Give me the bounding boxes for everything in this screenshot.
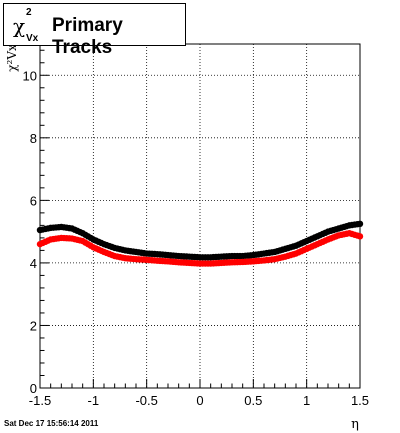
y-tick-label: 10 — [23, 68, 37, 83]
y-tick-label: 0 — [30, 381, 37, 396]
data-point — [356, 233, 364, 240]
x-tick-label: 1.5 — [351, 393, 369, 408]
data-point — [356, 220, 364, 228]
x-tick-label: -1 — [88, 393, 100, 408]
chi-symbol: χ — [13, 14, 26, 38]
series-black — [36, 220, 364, 261]
chart-title: Primary Tracks — [52, 15, 123, 58]
y-tick-label: 6 — [30, 193, 37, 208]
timestamp: Sat Dec 17 15:56:14 2011 — [4, 419, 99, 428]
y-tick-label: 4 — [30, 256, 37, 271]
grid-lines — [40, 44, 360, 388]
x-tick-label: 1 — [303, 393, 310, 408]
series-red — [36, 230, 364, 267]
y-axis-label: χ²Vx — [5, 44, 19, 72]
x-tick-label: 0 — [196, 393, 203, 408]
x-axis-label: η — [351, 417, 359, 432]
y-tick-label: 8 — [30, 131, 37, 146]
x-tick-label: -0.5 — [135, 393, 157, 408]
axes: -1.5 -1 -0.5 0 0.5 1 1.5 0 2 4 6 8 10 — [23, 49, 369, 408]
title-subscript: Vx — [26, 33, 39, 44]
x-tick-label: -1.5 — [29, 393, 51, 408]
chart-title-box: χ 2 Vx Primary Tracks — [3, 3, 186, 58]
x-tick-label: 0.5 — [244, 393, 262, 408]
title-superscript: 2 — [26, 7, 32, 18]
data-points — [36, 220, 364, 267]
y-tick-label: 2 — [30, 318, 37, 333]
